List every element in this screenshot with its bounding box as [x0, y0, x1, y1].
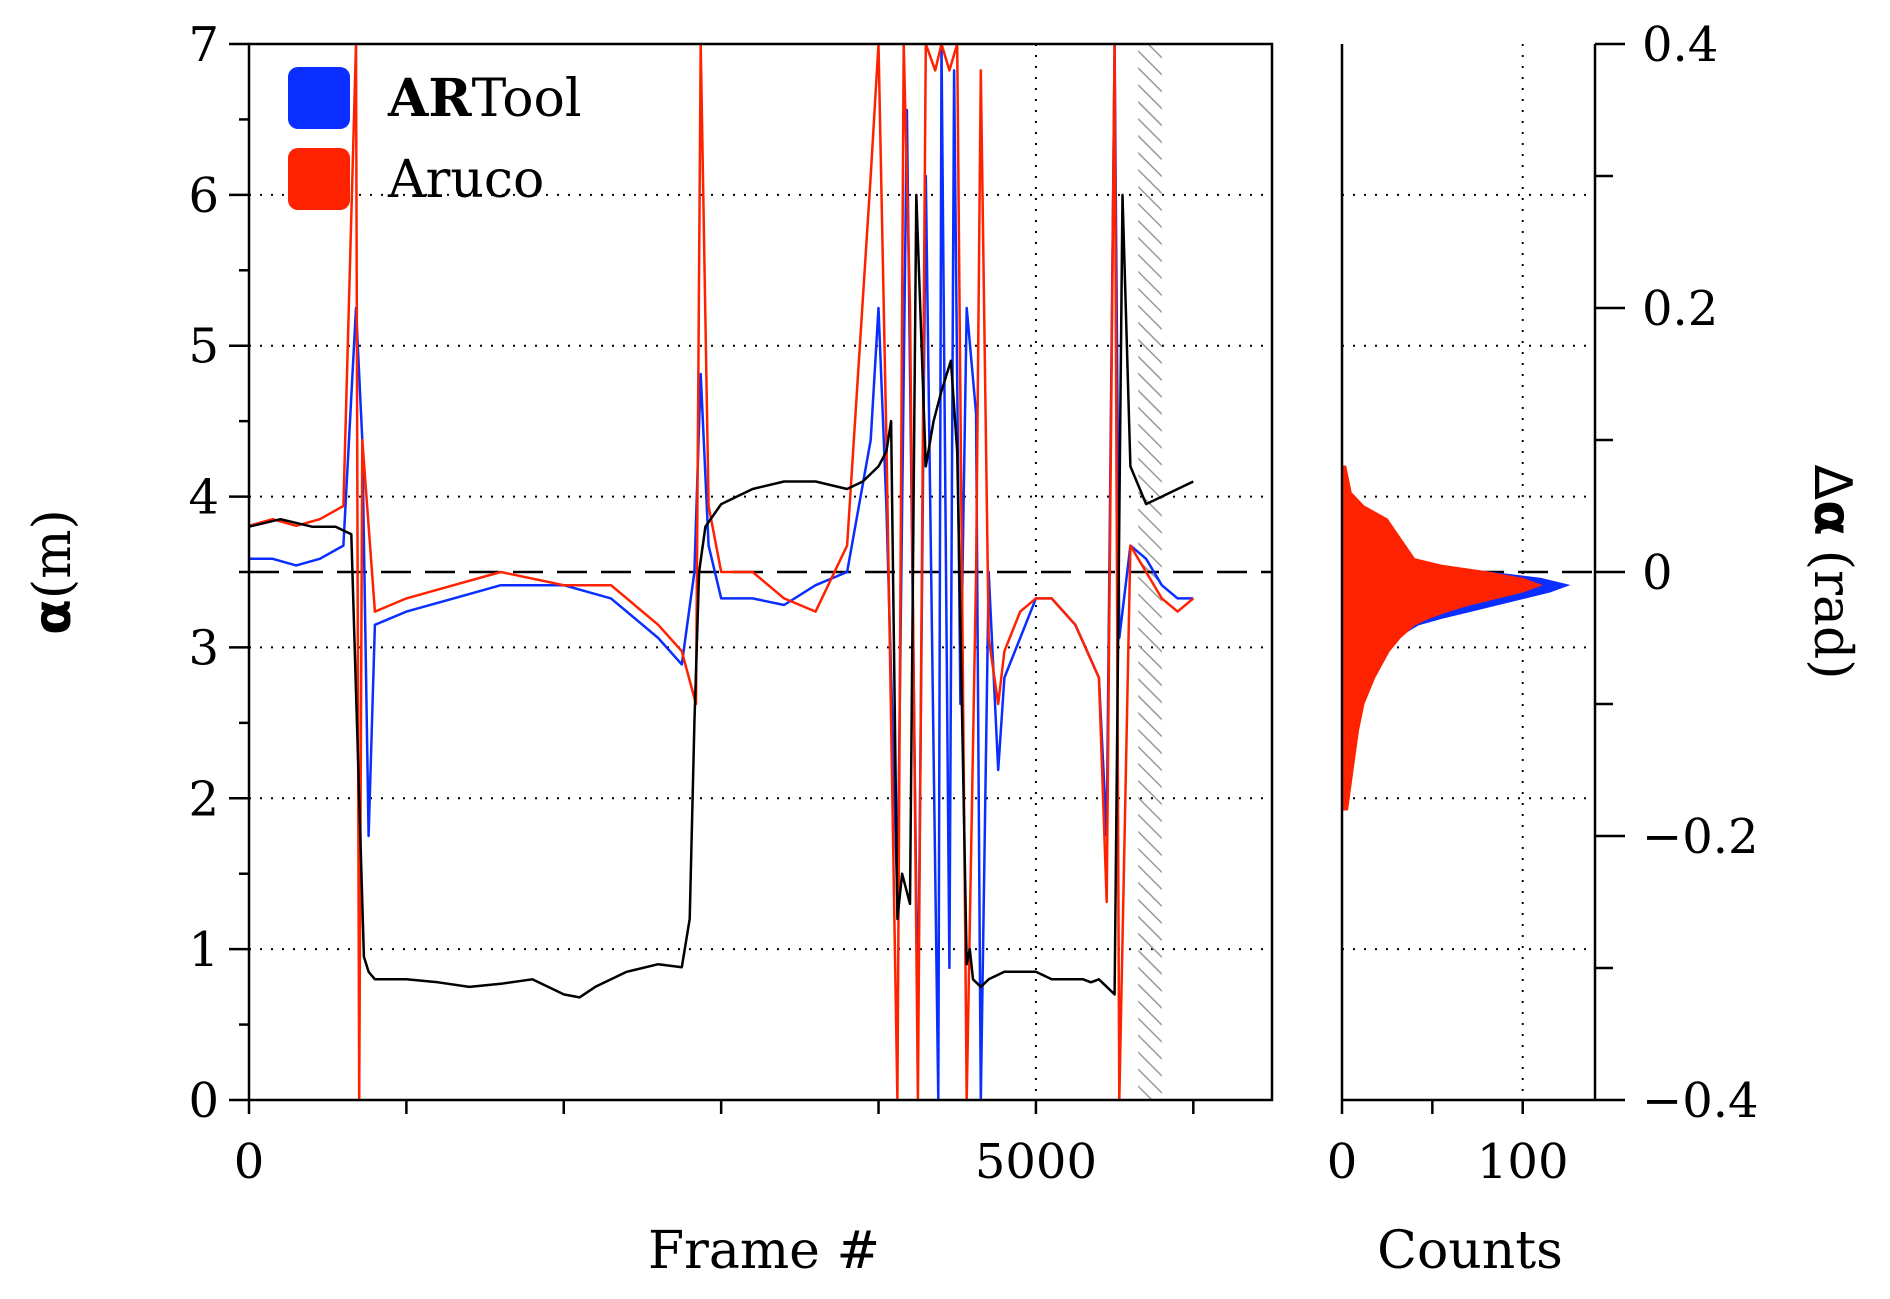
side-x-tick-label-100: 100: [1477, 1134, 1569, 1190]
y-tick-label-4: 4: [188, 470, 219, 526]
legend-label-artool-rest: Tool: [472, 69, 582, 129]
y-tick-label-0: 0: [188, 1073, 219, 1129]
x-tick-label-5000: 5000: [975, 1134, 1097, 1190]
side-x-axis-title: Counts: [1377, 1221, 1563, 1281]
side-frame: [1340, 44, 1597, 1102]
y2-axis-symbol: α: [1802, 500, 1862, 536]
legend-label-artool-bold: AR: [387, 68, 472, 129]
side-panel: 0 100 Counts: [1327, 44, 1597, 1281]
y2-tick-label--0.4: −0.4: [1642, 1073, 1759, 1129]
main-panel: 0 5000 0 1 2 3 4 5 6 7 −0.4 −0.2 0 0.2 0.4 Frame # α…: [23, 17, 1862, 1281]
legend-label-artool: ARTool: [387, 68, 581, 129]
side-histogram-layer: [1341, 465, 1571, 811]
y2-tick-label-0: 0: [1642, 545, 1673, 601]
main-grid: [249, 44, 1272, 1100]
x-tick-label-0: 0: [234, 1134, 265, 1190]
main-y-ticks: 0 1 2 3 4 5 6 7: [188, 17, 249, 1129]
y-axis-title: α(m): [23, 509, 83, 635]
series-reference-distance-line: [248, 193, 1194, 999]
y-tick-label-2: 2: [188, 771, 219, 827]
y-tick-label-7: 7: [188, 17, 219, 73]
y-tick-label-3: 3: [188, 620, 219, 676]
main-y2-ticks: −0.4 −0.2 0 0.2 0.4: [1595, 17, 1759, 1129]
histogram-aruco: [1341, 465, 1543, 811]
y2-tick-label--0.2: −0.2: [1642, 809, 1759, 865]
y2-tick-label-0.2: 0.2: [1642, 281, 1718, 337]
y-axis-symbol: α: [23, 599, 83, 635]
y-tick-label-5: 5: [188, 319, 219, 375]
y2-tick-label-0.4: 0.4: [1642, 17, 1718, 73]
legend: ARTool Aruco: [288, 67, 581, 210]
legend-swatch-aruco: [288, 148, 350, 210]
main-x-ticks: 0 5000: [234, 1100, 1195, 1190]
y2-axis-unit: (rad): [1802, 550, 1862, 680]
y-tick-label-1: 1: [188, 922, 219, 978]
legend-label-aruco: Aruco: [387, 150, 544, 210]
side-x-tick-label-0: 0: [1327, 1134, 1358, 1190]
side-x-ticks: 0 100: [1327, 1100, 1569, 1190]
y-tick-label-6: 6: [188, 168, 219, 224]
legend-swatch-artool: [288, 67, 350, 129]
y-axis-unit: (m): [23, 509, 83, 599]
y2-axis-prefix: Δ: [1802, 464, 1862, 500]
x-axis-title: Frame #: [648, 1221, 880, 1281]
y2-axis-title: Δα (rad): [1802, 464, 1862, 679]
